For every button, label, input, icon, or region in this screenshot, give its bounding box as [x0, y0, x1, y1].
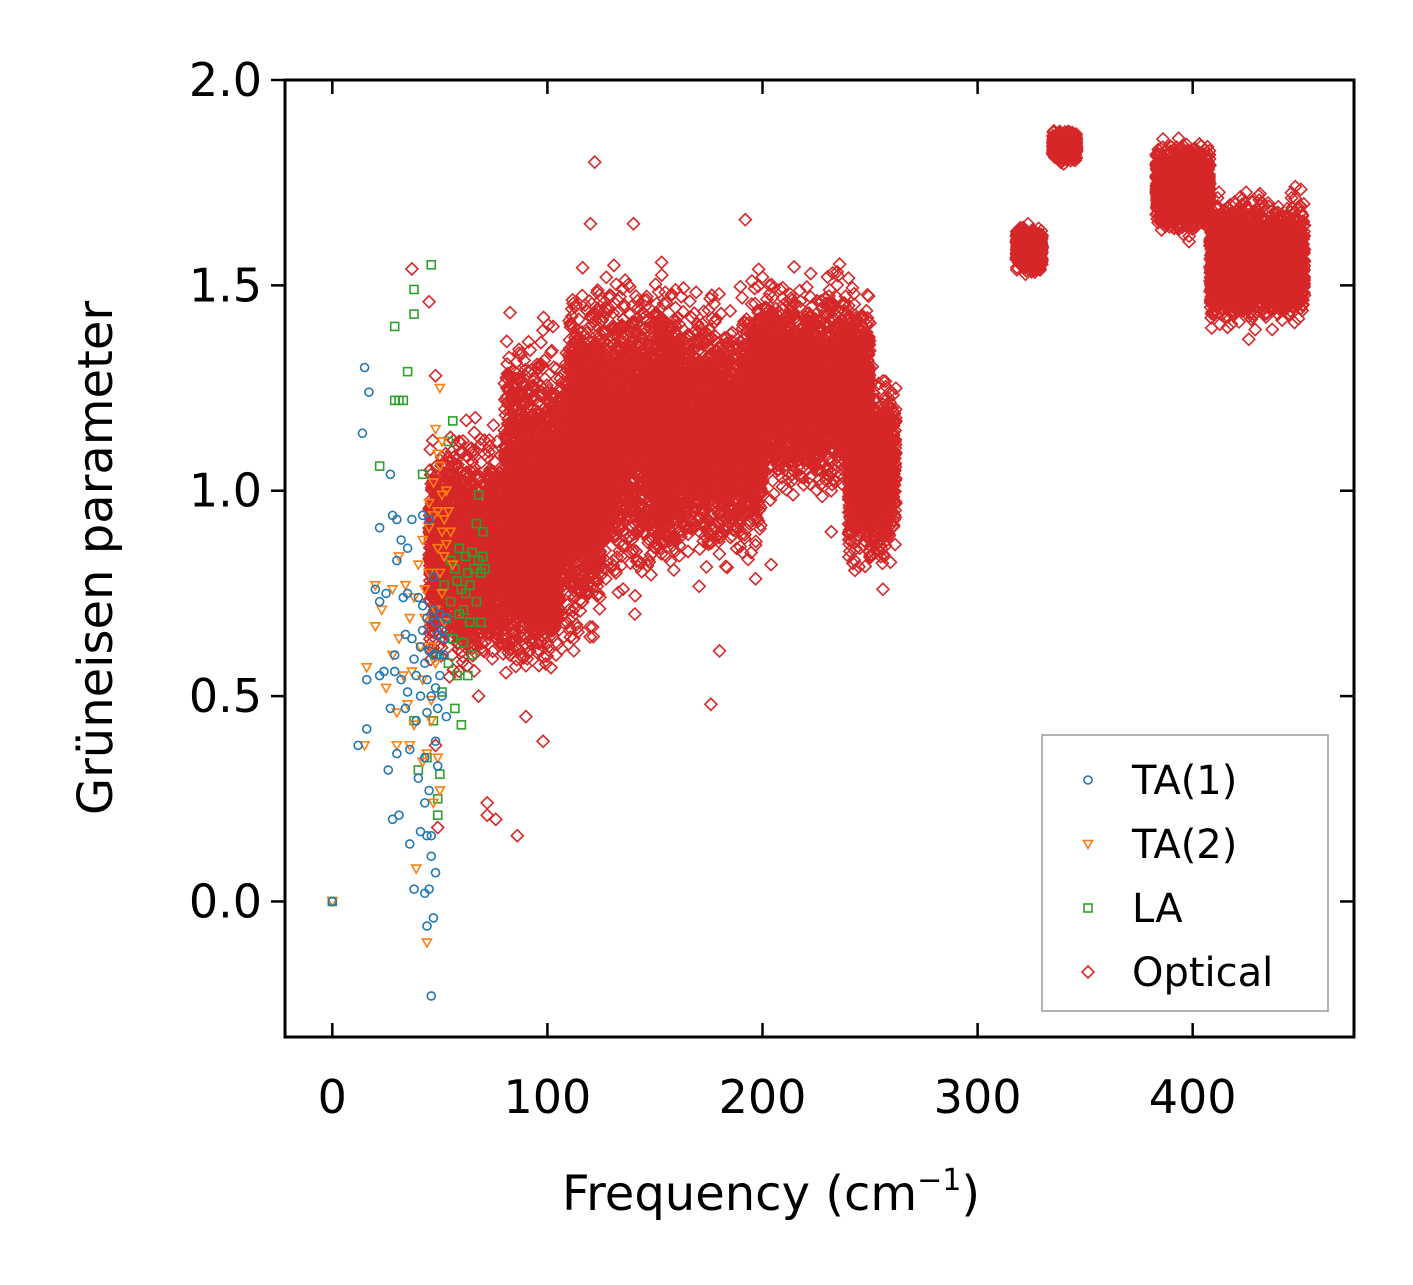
data-points — [326, 123, 1312, 1001]
data-point — [543, 660, 559, 675]
data-point — [435, 450, 450, 465]
data-point — [518, 658, 534, 673]
data-point — [451, 664, 467, 679]
data-point — [485, 651, 500, 666]
series-optical — [404, 123, 1312, 843]
data-point — [423, 652, 438, 667]
data-point — [455, 654, 470, 670]
data-point — [423, 442, 438, 457]
data-point — [473, 432, 488, 447]
data-point — [481, 444, 497, 459]
